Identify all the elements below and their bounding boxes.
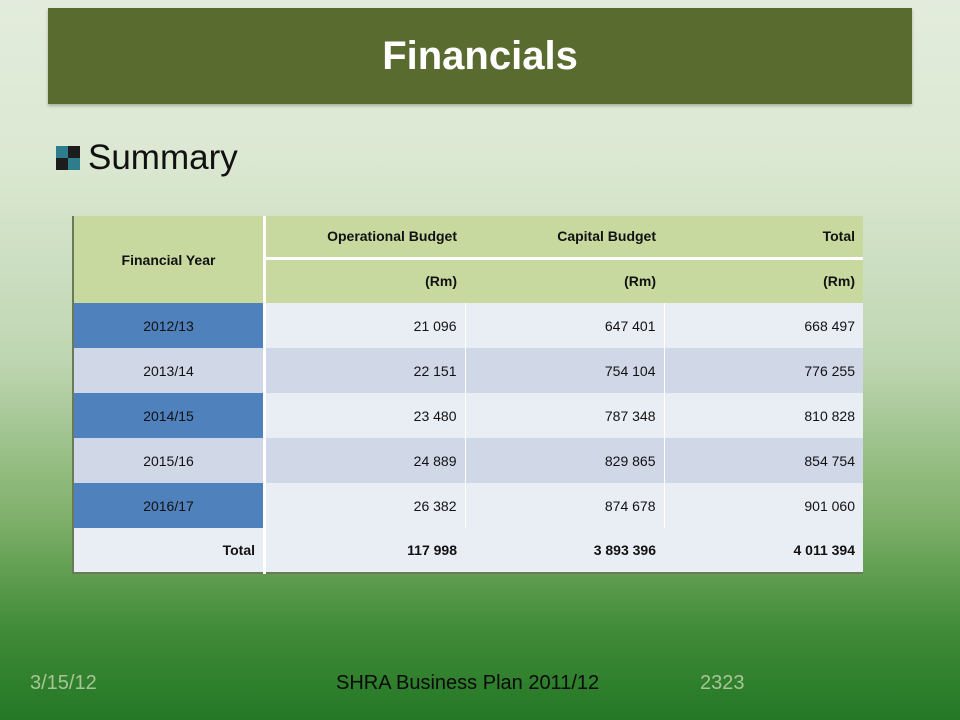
row-year: 2012/13 [72,303,266,348]
header-financial-year: Financial Year [72,216,266,303]
title-bar: Financials [48,8,912,104]
table-row: 2014/15 23 480 787 348 810 828 [72,393,863,438]
unit-total: (Rm) [664,258,863,303]
summary-heading: Summary [88,138,238,177]
table-total-row: Total 117 998 3 893 396 4 011 394 [72,528,863,574]
total-capital: 3 893 396 [465,528,664,574]
row-operational: 24 889 [264,438,465,483]
footer-date: 3/15/12 [30,672,97,694]
header-operational-budget: Operational Budget [264,216,465,260]
financials-table: Financial Year Operational Budget Capita… [72,216,863,574]
table-row: 2016/17 26 382 874 678 901 060 [72,483,863,528]
row-total: 776 255 [663,348,863,393]
table-row: 2015/16 24 889 829 865 854 754 [72,438,863,483]
header-total: Total [664,216,863,260]
footer-title: SHRA Business Plan 2011/12 [336,672,600,694]
row-total: 810 828 [663,393,863,438]
table-unit-row: (Rm) (Rm) (Rm) [73,258,863,303]
checkered-square-icon [56,146,80,170]
summary-bullet: Summary [56,138,238,178]
unit-operational: (Rm) [264,258,465,303]
row-capital: 874 678 [464,483,664,528]
table-row: 2012/13 21 096 647 401 668 497 [72,303,863,348]
row-capital: 829 865 [464,438,664,483]
row-operational: 21 096 [264,303,465,348]
row-total: 854 754 [663,438,863,483]
table-header-row: Financial Year Operational Budget Capita… [72,216,863,303]
header-capital-budget: Capital Budget [465,216,664,260]
table-row: 2013/14 22 151 754 104 776 255 [72,348,863,393]
total-operational: 117 998 [264,528,465,574]
total-label: Total [72,528,266,574]
row-capital: 754 104 [464,348,664,393]
page-title: Financials [382,33,578,78]
row-total: 668 497 [663,303,863,348]
row-operational: 23 480 [264,393,465,438]
total-total: 4 011 394 [664,528,863,574]
row-operational: 22 151 [264,348,465,393]
unit-capital: (Rm) [465,258,664,303]
row-year: 2013/14 [72,348,266,393]
row-total: 901 060 [663,483,863,528]
row-capital: 647 401 [464,303,664,348]
row-year: 2016/17 [72,483,266,528]
row-operational: 26 382 [264,483,465,528]
row-year: 2014/15 [72,393,266,438]
footer-page-number: 2323 [700,672,745,694]
row-capital: 787 348 [464,393,664,438]
row-year: 2015/16 [72,438,266,483]
